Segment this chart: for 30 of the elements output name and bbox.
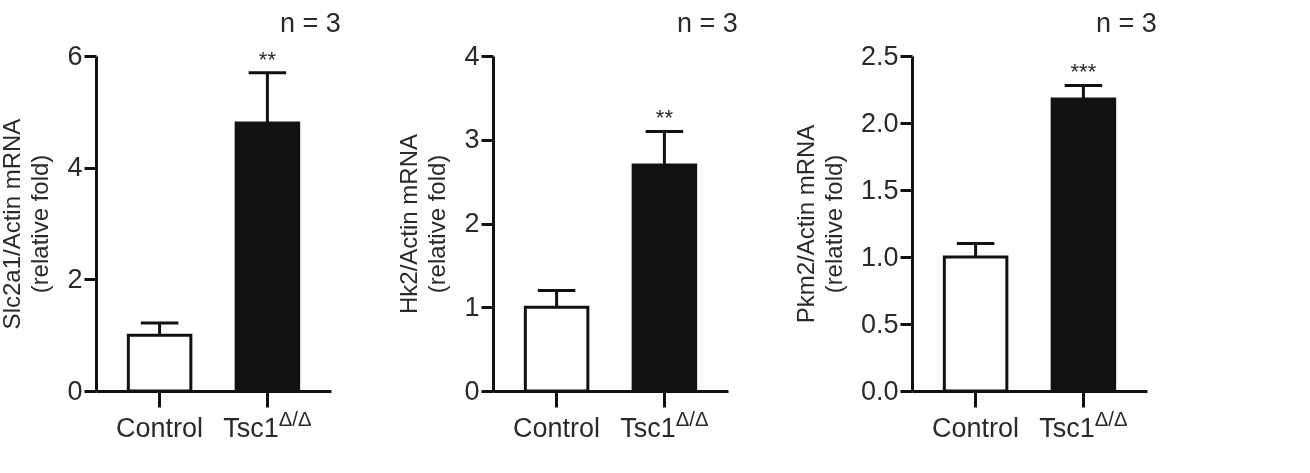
y-tick-label: 4 [67, 152, 83, 183]
y-tick-label: 0 [67, 375, 83, 406]
text: n = 3 [677, 8, 738, 38]
x-tick-label: Tsc1$^{Δ/Δ}$ [1039, 407, 1128, 443]
x-tick-label: Tsc1$^{Δ/Δ}$ [620, 407, 709, 443]
y-axis-title: Hk2/Actin mRNA (relative fold) [395, 133, 451, 315]
annotation: ** [258, 46, 277, 72]
x-tick-label: Control [932, 412, 1020, 443]
text: n = 3 [280, 8, 341, 38]
x-tick-label: Tsc1$^{Δ/Δ}$ [223, 407, 312, 443]
y-tick-label: 6 [67, 40, 83, 71]
y-tick-label: 2 [464, 208, 480, 238]
y-tick-label: 2.5 [860, 40, 899, 71]
y-tick-label: 0.5 [860, 308, 899, 339]
x-tick-label: Control [513, 412, 601, 443]
y-tick-label: 1.5 [860, 174, 899, 205]
text: n = 3 [1096, 8, 1157, 38]
y-tick-label: 1.0 [860, 241, 899, 272]
y-tick-label: 3 [464, 124, 480, 155]
y-tick-label: 4 [464, 40, 480, 71]
y-tick-label: 1 [464, 291, 480, 322]
y-axis-title: Slc2a1/Actin mRNA (relative fold) [0, 118, 54, 330]
y-tick-label: 0.0 [860, 375, 899, 406]
annotation: ** [655, 105, 674, 131]
y-axis-title: Pkm2/Actin mRNA (relative fold) [791, 124, 847, 324]
y-tick-label: 2 [67, 263, 83, 294]
y-tick-label: 2.0 [860, 107, 899, 138]
y-tick-label: 0 [464, 375, 480, 406]
x-tick-label: Control [116, 412, 204, 443]
annotation: *** [1070, 59, 1097, 85]
